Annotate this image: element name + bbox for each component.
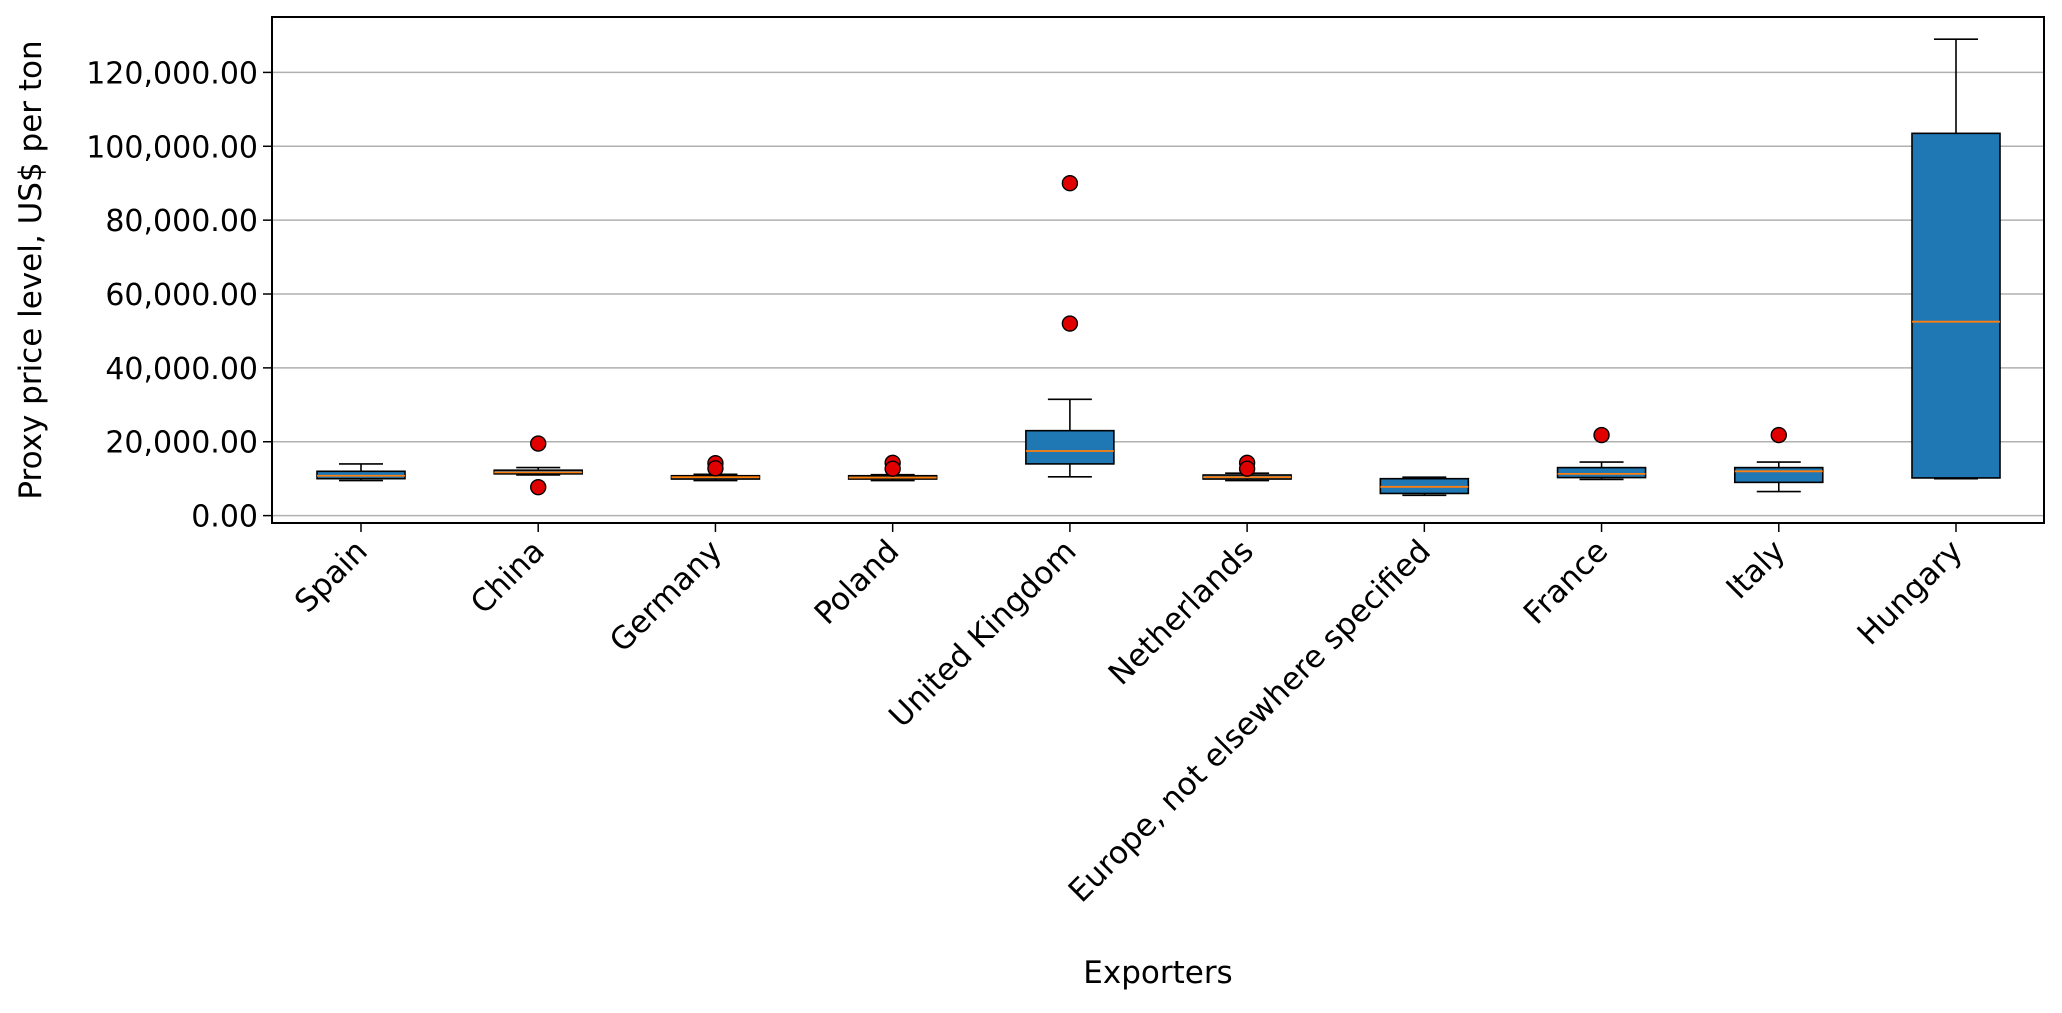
plot-frame [271,16,2045,524]
outlier-point [707,460,724,477]
y-tick-label: 20,000.00 [105,426,258,461]
grid-lines [272,71,2044,517]
y-axis: 0.00 20,000.00 40,000.00 60,000.00 80,000.00… [86,56,272,535]
outlier-point [1593,426,1610,444]
x-tick-label: Italy [1719,533,1792,606]
x-tick-label: United Kingdom [882,533,1083,734]
box-group [493,435,584,496]
x-axis-label: Exporters [1083,955,1232,991]
box-group [1202,454,1292,482]
box [1556,466,1647,479]
box [1025,429,1115,465]
outlier-point [1061,175,1079,192]
outlier-point [1770,426,1787,444]
box [1733,466,1824,484]
y-tick-label: 80,000.00 [105,204,258,239]
x-tick-label: Germany [603,533,729,659]
x-tick-label: Poland [808,533,907,632]
outlier-point [530,435,547,452]
outlier-point [1238,460,1256,477]
x-tick-label: Spain [288,533,375,620]
x-tick-label: Hungary [1851,533,1970,652]
box-group [670,454,761,482]
y-tick-label: 100,000.00 [86,130,258,165]
box-group [1556,426,1647,481]
box-group [316,463,406,482]
y-tick-label: 60,000.00 [105,278,258,313]
x-tick-label: France [1517,533,1615,631]
y-axis-label: Proxy price level, US$ per ton [13,40,49,499]
box-group [847,454,938,482]
box-group [1025,175,1115,478]
outlier-point [530,478,547,496]
outlier-point [1061,315,1079,332]
boxes [316,38,2001,497]
outlier-point [884,460,901,477]
box [1911,132,2001,479]
box-group [1733,426,1824,493]
y-tick-label: 40,000.00 [105,352,258,387]
box-group [1911,38,2001,480]
y-tick-label: 0.00 [191,500,258,535]
box-group [1379,476,1470,497]
x-tick-label: Europe, not elsewhere specified [1062,533,1438,909]
x-tick-label: China [464,533,552,621]
x-tick-label: Netherlands [1102,533,1261,692]
y-tick-label: 120,000.00 [86,56,258,91]
